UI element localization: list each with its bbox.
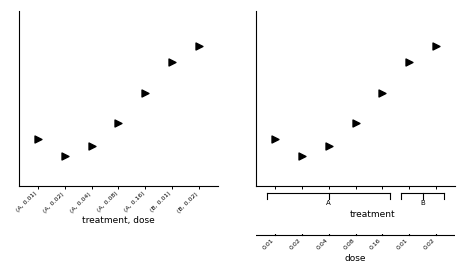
Point <box>298 154 305 158</box>
Text: treatment: treatment <box>350 210 396 219</box>
Text: A: A <box>326 200 331 206</box>
Text: 0.02: 0.02 <box>423 238 436 251</box>
Point <box>432 44 440 48</box>
Point <box>271 137 279 142</box>
Point <box>406 60 413 64</box>
X-axis label: treatment, dose: treatment, dose <box>82 216 155 225</box>
Point <box>34 137 42 142</box>
Text: 0.01: 0.01 <box>396 238 410 251</box>
Point <box>352 121 359 125</box>
Point <box>115 121 122 125</box>
Text: 0.04: 0.04 <box>315 238 328 251</box>
Point <box>379 90 386 95</box>
Text: 0.16: 0.16 <box>369 238 383 251</box>
Point <box>142 90 149 95</box>
Text: 0.01: 0.01 <box>262 238 275 251</box>
Text: 0.02: 0.02 <box>289 238 301 251</box>
Text: dose: dose <box>345 254 366 263</box>
Point <box>195 44 203 48</box>
Point <box>61 154 68 158</box>
Text: B: B <box>420 200 425 206</box>
Point <box>88 144 95 148</box>
Text: 0.08: 0.08 <box>342 238 356 251</box>
Point <box>169 60 176 64</box>
Point <box>325 144 332 148</box>
